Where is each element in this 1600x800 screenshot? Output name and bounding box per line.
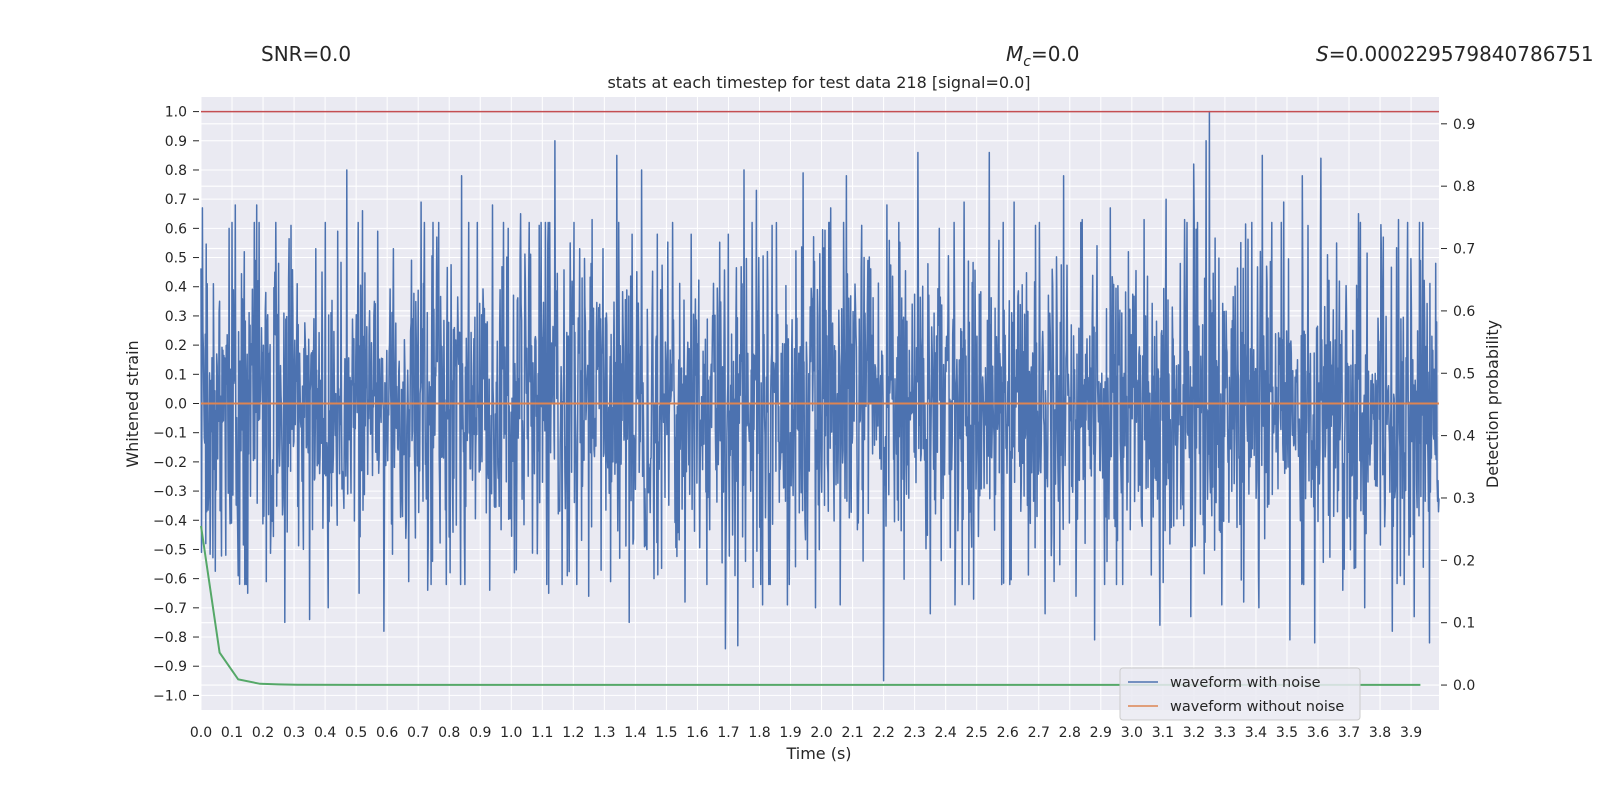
x-tick-label: 2.0 — [810, 725, 832, 741]
s-stat-symbol: S — [1316, 42, 1329, 66]
y2-tick-label: 0.0 — [1453, 678, 1475, 694]
y2-tick-label: 0.4 — [1453, 429, 1475, 445]
y-tick-label: 0.4 — [165, 280, 187, 296]
y-axis-label: Whitened strain — [123, 340, 142, 467]
x-tick-label: 1.8 — [748, 725, 770, 741]
y-tick-label: 0.6 — [165, 221, 187, 237]
x-tick-label: 1.9 — [779, 725, 801, 741]
x-tick-label: 3.3 — [1214, 725, 1236, 741]
x-tick-label: 3.9 — [1400, 725, 1422, 741]
legend-box — [1119, 667, 1361, 721]
y-tick-label: 0.7 — [165, 192, 187, 208]
y-tick-label: 0.0 — [165, 397, 187, 413]
series-detection-probability — [200, 525, 1421, 686]
chirp-mass-subscript: c — [1023, 54, 1031, 70]
y2-tick-label: 0.2 — [1453, 553, 1475, 569]
y2-tick-label: 0.6 — [1453, 304, 1475, 320]
x-tick-label: 2.2 — [872, 725, 894, 741]
x-tick-label: 3.1 — [1152, 725, 1174, 741]
y-tick-label: 0.8 — [165, 163, 187, 179]
y-tick-label: −0.8 — [153, 630, 187, 646]
x-tick-label: 0.9 — [469, 725, 491, 741]
y2-tick-label: 0.9 — [1453, 117, 1475, 133]
chirp-mass-label: Mc=0.0 — [1006, 42, 1080, 70]
x-tick-label: 0.0 — [190, 725, 212, 741]
x-tick-label: 1.5 — [655, 725, 677, 741]
x-tick-label: 0.4 — [314, 725, 336, 741]
y2-axis: 0.9 0.8 0.7 0.6 0.5 0.4 0.3 0.2 0.1 0.0 — [1441, 117, 1475, 694]
s-stat-value: =0.000229579840786751 — [1329, 42, 1594, 66]
y-tick-label: −0.3 — [153, 484, 187, 500]
x-tick-label: 2.7 — [1028, 725, 1050, 741]
y2-tick-label: 0.5 — [1453, 366, 1475, 382]
x-tick-label: 0.7 — [407, 725, 429, 741]
y-tick-label: −0.2 — [153, 455, 187, 471]
x-tick-label: 3.6 — [1307, 725, 1329, 741]
y2-tick-label: 0.3 — [1453, 491, 1475, 507]
chirp-mass-symbol: M — [1006, 42, 1023, 66]
legend-label-noise: waveform with noise — [1170, 675, 1321, 691]
y-tick-label: −0.7 — [153, 601, 187, 617]
y2-axis-label: Detection probability — [1483, 320, 1502, 488]
y-tick-label: −0.1 — [153, 426, 187, 442]
x-tick-label: 1.7 — [717, 725, 739, 741]
x-tick-label: 1.3 — [593, 725, 615, 741]
y-tick-label: −1.0 — [153, 688, 187, 704]
s-stat-label: S=0.000229579840786751 — [1316, 42, 1594, 66]
x-tick-label: 2.6 — [997, 725, 1019, 741]
x-tick-label: 2.4 — [935, 725, 957, 741]
legend: waveform with noise waveform without noi… — [1119, 667, 1361, 721]
x-tick-label: 0.3 — [283, 725, 305, 741]
x-tick-label: 3.0 — [1121, 725, 1143, 741]
series-layer — [200, 110, 1440, 686]
y-axis: 1.0 0.9 0.8 0.7 0.6 0.5 0.4 0.3 0.2 0.1 0.0 −0.1 −0.… — [153, 105, 199, 704]
y-tick-label: 0.2 — [165, 338, 187, 354]
y-tick-label: −0.6 — [153, 572, 187, 588]
y-tick-label: 0.9 — [165, 134, 187, 150]
y-tick-label: 0.5 — [165, 251, 187, 267]
x-tick-label: 1.4 — [624, 725, 646, 741]
x-tick-label: 3.8 — [1369, 725, 1391, 741]
x-tick-label: 1.1 — [531, 725, 553, 741]
legend-label-clean: waveform without noise — [1170, 699, 1344, 715]
snr-label: SNR=0.0 — [261, 42, 351, 66]
x-tick-label: 0.8 — [438, 725, 460, 741]
y-tick-label: 0.1 — [165, 367, 187, 383]
x-axis: 0.0 0.1 0.2 0.3 0.4 0.5 0.6 0.7 0.8 0.9 1.0 1.1 1.2 1… — [190, 725, 1422, 741]
x-tick-label: 0.5 — [345, 725, 367, 741]
x-tick-label: 3.5 — [1276, 725, 1298, 741]
series-waveform-with-noise — [200, 110, 1440, 682]
y-tick-label: −0.4 — [153, 513, 187, 529]
x-tick-label: 0.6 — [376, 725, 398, 741]
chart-title: stats at each timestep for test data 218… — [607, 73, 1030, 92]
x-tick-label: 1.0 — [500, 725, 522, 741]
x-tick-label: 2.8 — [1059, 725, 1081, 741]
chirp-mass-value: =0.0 — [1031, 42, 1080, 66]
y-tick-label: −0.9 — [153, 659, 187, 675]
y2-tick-label: 0.7 — [1453, 242, 1475, 258]
x-tick-label: 2.5 — [966, 725, 988, 741]
y-tick-label: 0.3 — [165, 309, 187, 325]
y-tick-label: 1.0 — [165, 105, 187, 121]
y2-tick-label: 0.1 — [1453, 616, 1475, 632]
x-tick-label: 2.9 — [1090, 725, 1112, 741]
y2-tick-label: 0.8 — [1453, 179, 1475, 195]
x-axis-label: Time (s) — [785, 744, 851, 763]
x-tick-label: 1.2 — [562, 725, 584, 741]
x-tick-label: 3.7 — [1338, 725, 1360, 741]
x-tick-label: 2.1 — [841, 725, 863, 741]
x-tick-label: 3.4 — [1245, 725, 1267, 741]
x-tick-label: 0.2 — [252, 725, 274, 741]
x-tick-label: 1.6 — [686, 725, 708, 741]
x-tick-label: 2.3 — [904, 725, 926, 741]
x-tick-label: 0.1 — [221, 725, 243, 741]
y-tick-label: −0.5 — [153, 542, 187, 558]
x-tick-label: 3.2 — [1183, 725, 1205, 741]
